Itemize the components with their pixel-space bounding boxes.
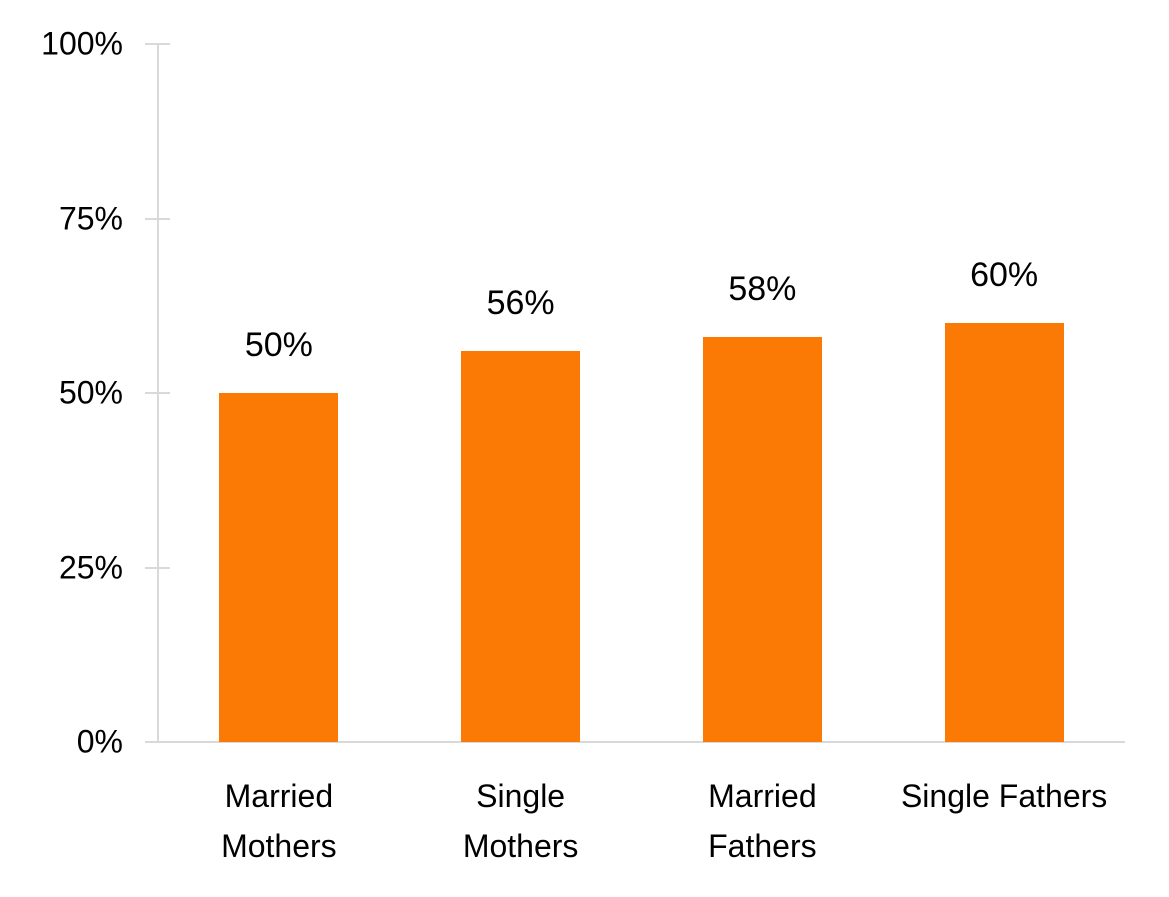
y-tick-label: 50%	[58, 374, 123, 411]
bar-single-mothers	[461, 351, 581, 742]
bar-married-mothers	[219, 393, 339, 742]
value-label-single-mothers: 56%	[486, 284, 555, 323]
category-label-line: Single	[476, 778, 566, 814]
y-tick-label: 100%	[41, 25, 123, 62]
y-tick-label: 75%	[58, 200, 123, 236]
category-label-line: Mothers	[462, 828, 579, 864]
category-label-line: Mothers	[221, 828, 337, 864]
x-axis-line	[145, 741, 1125, 743]
value-label-single-fathers: 60%	[970, 256, 1039, 295]
value-label-married-fathers: 58%	[728, 270, 797, 309]
y-tick-mark	[145, 392, 170, 394]
bar-single-fathers	[944, 323, 1064, 742]
category-label-line: Married	[224, 778, 334, 814]
y-tick-mark	[145, 566, 170, 569]
category-label-line: Married	[708, 778, 817, 814]
category-label-single-mothers: Single Mothers	[400, 771, 642, 871]
category-label-married-fathers: Married Fathers	[642, 771, 884, 871]
category-label-line: Single Fathers	[900, 778, 1108, 814]
y-tick-mark	[145, 217, 170, 220]
category-label-line: Fathers	[708, 828, 817, 864]
category-label-single-fathers: Single Fathers	[883, 771, 1125, 821]
y-tick-mark	[145, 741, 170, 743]
y-tick-mark	[145, 43, 170, 45]
y-tick-label: 25%	[58, 549, 123, 585]
bar-married-fathers	[702, 337, 822, 742]
value-label-married-mothers: 50%	[244, 326, 313, 364]
y-tick-label: 0%	[76, 723, 123, 760]
category-label-married-mothers: Married Mothers	[158, 771, 400, 871]
